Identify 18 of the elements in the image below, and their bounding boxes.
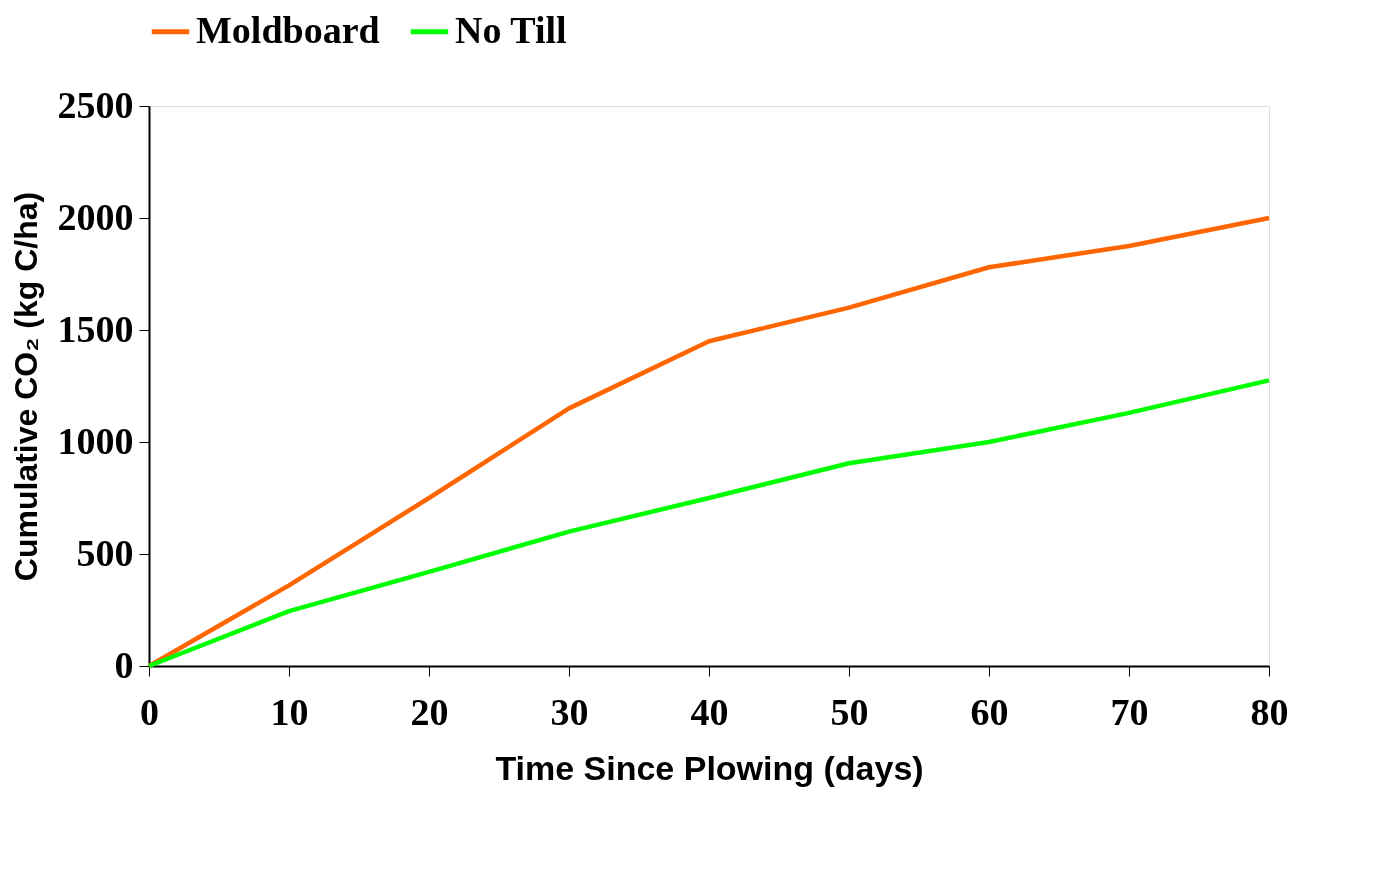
x-tick-label: 80	[1250, 690, 1289, 733]
legend-label: No Till	[455, 8, 567, 51]
y-tick-label: 500	[76, 531, 134, 574]
y-tick-label: 2500	[57, 83, 134, 126]
x-tick-label: 10	[270, 690, 309, 733]
legend-label: Moldboard	[196, 8, 380, 51]
x-tick-label: 40	[690, 690, 729, 733]
y-tick-label: 1000	[57, 419, 134, 462]
x-tick-label: 50	[830, 690, 869, 733]
x-tick-label: 60	[970, 690, 1009, 733]
y-tick-label: 2000	[57, 195, 134, 238]
y-tick-label: 1500	[57, 307, 134, 350]
y-axis-title: Cumulative CO₂ (kg C/ha)	[7, 191, 44, 582]
x-tick-label: 70	[1110, 690, 1149, 733]
x-axis-title: Time Since Plowing (days)	[495, 748, 924, 787]
x-tick-label: 20	[410, 690, 449, 733]
x-tick-label: 30	[550, 690, 589, 733]
y-tick-label: 0	[114, 643, 134, 686]
